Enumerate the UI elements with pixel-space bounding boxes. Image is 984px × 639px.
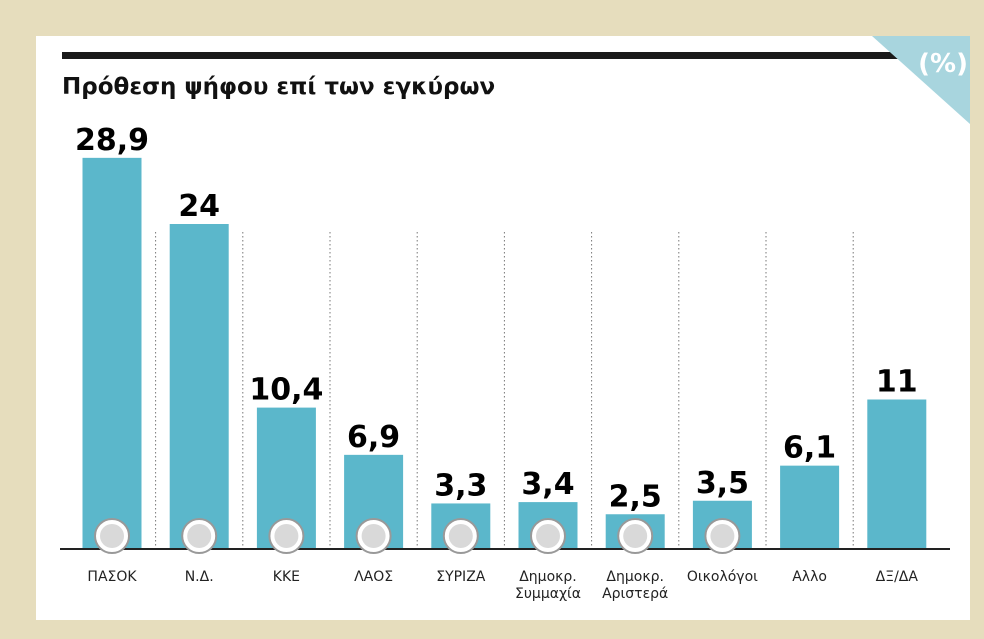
party-logo-inner [361, 524, 386, 548]
x-tick-label: ΚΚΕ [272, 569, 300, 585]
value-label: 3,5 [696, 466, 749, 501]
bar [82, 157, 142, 548]
party-logo-inner [623, 524, 648, 548]
unit-label: (%) [918, 49, 968, 79]
x-tick-label: Δημοκρ. Αριστερά [602, 569, 669, 602]
top-rule [62, 52, 912, 59]
value-label: 10,4 [249, 373, 323, 408]
x-tick-label: ΠΑΣΟΚ [87, 569, 137, 585]
value-label: 6,9 [347, 420, 400, 455]
party-logo-inner [274, 524, 299, 548]
x-tick-label: ΛΑΟΣ [354, 569, 394, 585]
x-tick-label: Ν.Δ. [184, 569, 214, 585]
value-label: 24 [178, 189, 220, 224]
value-label: 11 [876, 365, 918, 400]
value-label: 28,9 [75, 123, 149, 158]
party-logo-inner [448, 524, 473, 548]
chart-title: Πρόθεση ψήφου επί των εγκύρων [62, 74, 495, 100]
corner-triangle [872, 36, 970, 124]
party-logo-inner [187, 524, 212, 548]
x-tick-label: Αλλο [792, 569, 827, 585]
party-logo-inner [536, 524, 560, 548]
value-label: 2,5 [609, 479, 662, 514]
x-tick-label: ΣΥΡΙΖΑ [436, 569, 486, 585]
x-tick-label: Οικολόγοι [686, 569, 758, 585]
value-label: 3,4 [521, 467, 574, 502]
value-label: 3,3 [434, 468, 487, 503]
x-tick-label: ΔΞ/ΔΑ [875, 569, 918, 585]
bar [867, 399, 927, 548]
bar [780, 465, 840, 548]
bar [169, 224, 229, 548]
party-logo-inner [100, 524, 124, 548]
value-label: 6,1 [783, 431, 836, 466]
party-logo-inner [710, 524, 735, 548]
x-tick-label: Δημοκρ. Συμμαχία [514, 569, 582, 602]
